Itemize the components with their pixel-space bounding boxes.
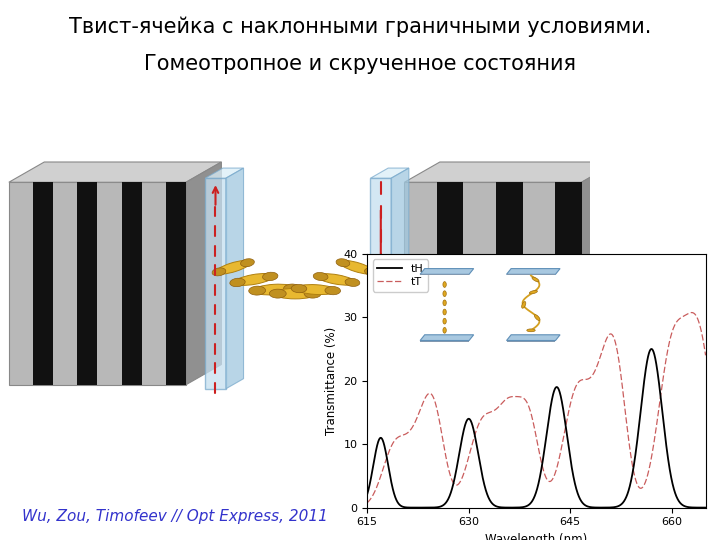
tT <box>421 394 430 400</box>
Line: tT: tT <box>367 313 706 503</box>
Ellipse shape <box>215 260 251 274</box>
Ellipse shape <box>325 286 341 295</box>
Polygon shape <box>371 168 409 178</box>
Polygon shape <box>405 183 582 384</box>
Ellipse shape <box>443 327 446 333</box>
tH <box>647 346 656 352</box>
Polygon shape <box>78 183 97 384</box>
tH <box>508 504 516 511</box>
Polygon shape <box>420 268 474 274</box>
Polygon shape <box>420 274 469 275</box>
Ellipse shape <box>529 291 537 294</box>
Ellipse shape <box>340 260 375 274</box>
Polygon shape <box>496 183 523 384</box>
X-axis label: Wavelength (nm): Wavelength (nm) <box>485 533 588 540</box>
Ellipse shape <box>443 282 446 287</box>
Text: Гомеотропное и скрученное состояния: Гомеотропное и скрученное состояния <box>144 54 576 74</box>
Polygon shape <box>582 162 617 384</box>
tT <box>701 352 710 359</box>
Ellipse shape <box>443 291 446 296</box>
Polygon shape <box>371 178 391 389</box>
tH <box>363 491 372 497</box>
Polygon shape <box>437 183 464 384</box>
tT <box>688 309 696 316</box>
tT <box>492 405 501 411</box>
tT <box>658 380 667 386</box>
Ellipse shape <box>253 284 296 295</box>
Polygon shape <box>405 162 617 183</box>
Ellipse shape <box>443 309 446 315</box>
Ellipse shape <box>295 285 336 295</box>
Polygon shape <box>205 168 243 178</box>
Polygon shape <box>226 168 243 389</box>
Polygon shape <box>391 168 409 389</box>
Ellipse shape <box>336 259 350 267</box>
Ellipse shape <box>230 278 246 287</box>
Ellipse shape <box>212 268 226 276</box>
Polygon shape <box>507 335 560 341</box>
Ellipse shape <box>240 259 254 267</box>
Polygon shape <box>122 183 142 384</box>
Polygon shape <box>186 162 222 384</box>
Ellipse shape <box>527 329 535 332</box>
Text: Твист-ячейка с наклонными граничными условиями.: Твист-ячейка с наклонными граничными усл… <box>69 16 651 37</box>
Ellipse shape <box>263 272 278 281</box>
Y-axis label: Transmittance (%): Transmittance (%) <box>325 327 338 435</box>
Ellipse shape <box>532 277 539 282</box>
Ellipse shape <box>291 285 307 293</box>
tH <box>695 504 703 511</box>
Legend: tH, tT: tH, tT <box>373 259 428 292</box>
Polygon shape <box>420 335 474 341</box>
Polygon shape <box>9 162 222 183</box>
tH <box>422 504 431 511</box>
Polygon shape <box>9 183 186 384</box>
Text: Wu, Zou, Timofeev // Opt Express, 2011: Wu, Zou, Timofeev // Opt Express, 2011 <box>22 509 328 524</box>
tT <box>695 320 703 326</box>
Ellipse shape <box>364 268 378 276</box>
tH <box>415 504 424 511</box>
Ellipse shape <box>534 315 540 321</box>
Polygon shape <box>507 268 560 274</box>
Ellipse shape <box>345 278 360 286</box>
Ellipse shape <box>234 273 274 286</box>
tH <box>658 412 667 418</box>
Ellipse shape <box>443 318 446 324</box>
Polygon shape <box>507 274 555 275</box>
Ellipse shape <box>248 286 266 295</box>
Line: tH: tH <box>367 349 706 508</box>
Ellipse shape <box>304 289 321 298</box>
tT <box>363 500 372 506</box>
Ellipse shape <box>274 288 317 299</box>
tT <box>402 431 410 437</box>
Ellipse shape <box>317 274 356 285</box>
Polygon shape <box>33 183 53 384</box>
Ellipse shape <box>269 289 287 298</box>
Ellipse shape <box>443 300 446 306</box>
Polygon shape <box>205 178 226 389</box>
tH <box>492 503 501 510</box>
tT <box>508 394 516 400</box>
tH <box>701 504 710 511</box>
tH <box>402 504 410 511</box>
Polygon shape <box>555 183 582 384</box>
Ellipse shape <box>284 284 300 293</box>
Polygon shape <box>166 183 186 384</box>
Ellipse shape <box>522 301 526 308</box>
Ellipse shape <box>313 273 328 281</box>
